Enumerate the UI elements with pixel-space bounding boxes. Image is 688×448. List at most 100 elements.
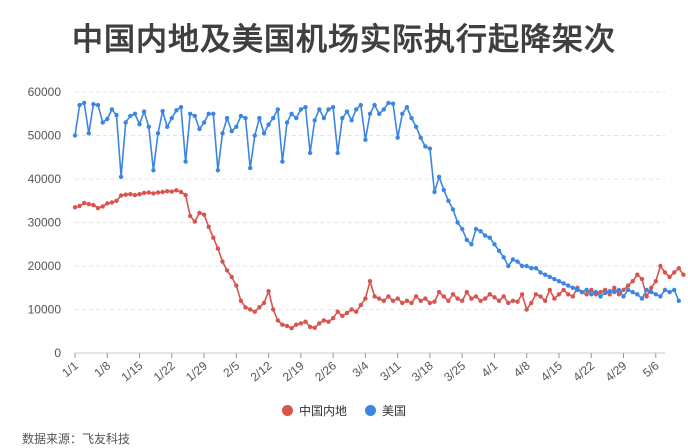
data-point bbox=[91, 102, 96, 107]
data-point bbox=[460, 298, 465, 303]
data-point bbox=[118, 193, 124, 198]
data-point bbox=[423, 144, 428, 149]
data-point bbox=[358, 302, 363, 308]
data-point bbox=[289, 326, 294, 331]
data-point bbox=[515, 299, 520, 304]
data-point bbox=[395, 296, 400, 301]
data-point bbox=[602, 290, 608, 296]
data-point bbox=[312, 118, 317, 123]
x-tick-label: 3/18 bbox=[409, 358, 436, 384]
x-tick-label: 2/26 bbox=[312, 358, 339, 384]
data-point bbox=[579, 289, 585, 295]
data-point bbox=[455, 296, 460, 301]
data-point bbox=[367, 279, 373, 284]
data-point bbox=[672, 270, 677, 275]
data-point bbox=[211, 111, 216, 117]
data-point bbox=[377, 111, 382, 117]
data-point bbox=[197, 126, 202, 132]
data-point bbox=[289, 111, 294, 117]
data-point bbox=[543, 298, 548, 303]
legend-item[interactable]: 中国内地 bbox=[281, 402, 347, 419]
data-point bbox=[243, 305, 248, 310]
data-point bbox=[160, 108, 165, 114]
data-point bbox=[432, 299, 437, 304]
data-point bbox=[598, 289, 603, 295]
data-point bbox=[224, 268, 230, 273]
data-point bbox=[109, 107, 115, 112]
data-point bbox=[141, 109, 147, 114]
data-point bbox=[441, 187, 446, 193]
data-point bbox=[344, 310, 350, 316]
data-point bbox=[524, 263, 529, 269]
data-point bbox=[455, 220, 460, 225]
data-point bbox=[261, 131, 267, 136]
data-point bbox=[155, 131, 161, 136]
data-point bbox=[275, 318, 280, 323]
data-point bbox=[404, 105, 410, 110]
data-point bbox=[294, 115, 299, 121]
data-point bbox=[566, 283, 571, 288]
data-point bbox=[77, 102, 82, 108]
data-point bbox=[123, 120, 128, 125]
data-point bbox=[501, 294, 506, 299]
data-point bbox=[224, 115, 230, 121]
data-point bbox=[206, 111, 211, 117]
data-point bbox=[570, 294, 575, 299]
data-point bbox=[589, 292, 594, 297]
data-point bbox=[201, 120, 207, 125]
data-point bbox=[321, 115, 327, 121]
data-point bbox=[82, 200, 87, 206]
data-point bbox=[395, 135, 400, 140]
data-point bbox=[367, 111, 373, 117]
data-point bbox=[220, 259, 225, 264]
legend-item[interactable]: 美国 bbox=[365, 402, 406, 419]
data-point bbox=[390, 298, 396, 303]
data-point bbox=[483, 296, 488, 301]
data-point bbox=[649, 289, 654, 295]
data-point bbox=[547, 274, 552, 280]
data-point bbox=[261, 300, 267, 306]
data-point bbox=[501, 255, 506, 260]
data-point bbox=[257, 115, 262, 121]
data-point bbox=[529, 266, 534, 271]
data-point bbox=[423, 296, 428, 301]
data-point bbox=[625, 283, 631, 288]
data-point bbox=[72, 205, 78, 210]
x-tick-label: 2/5 bbox=[220, 358, 242, 380]
data-point bbox=[570, 285, 575, 290]
data-point bbox=[649, 285, 654, 290]
data-point bbox=[446, 298, 451, 303]
data-point bbox=[630, 289, 635, 295]
x-tick-label: 3/11 bbox=[377, 358, 403, 383]
data-point bbox=[372, 294, 377, 299]
data-point bbox=[635, 272, 640, 277]
data-point bbox=[132, 111, 138, 117]
data-point bbox=[519, 263, 525, 269]
data-point bbox=[616, 287, 622, 293]
data-point bbox=[598, 294, 603, 299]
data-point bbox=[257, 305, 262, 310]
data-point bbox=[612, 289, 617, 295]
y-tick-label: 10000 bbox=[28, 303, 62, 317]
data-point bbox=[335, 309, 340, 314]
data-point bbox=[312, 325, 317, 330]
data-point bbox=[363, 137, 368, 142]
series-line-0 bbox=[74, 189, 685, 330]
data-point bbox=[86, 202, 92, 207]
data-point bbox=[556, 279, 562, 284]
data-point bbox=[639, 296, 645, 301]
data-point bbox=[464, 289, 469, 295]
data-point bbox=[436, 174, 442, 179]
x-tick-label: 1/1 bbox=[59, 358, 81, 380]
data-point bbox=[358, 102, 363, 108]
data-point bbox=[114, 198, 119, 203]
data-point bbox=[658, 263, 663, 269]
data-point bbox=[464, 237, 469, 243]
data-point bbox=[533, 292, 539, 297]
legend: 中国内地 美国 bbox=[0, 402, 688, 419]
data-point bbox=[386, 100, 391, 106]
data-point bbox=[211, 235, 216, 240]
data-point bbox=[330, 105, 336, 110]
data-point bbox=[91, 202, 96, 208]
legend-label: 美国 bbox=[382, 404, 407, 418]
